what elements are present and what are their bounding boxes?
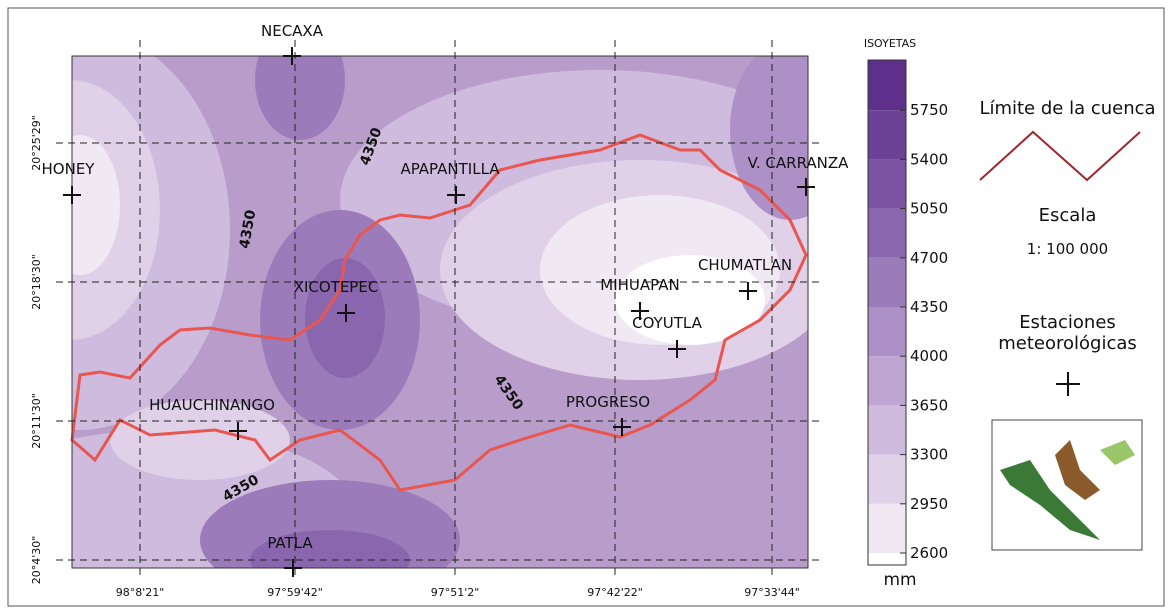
station-label: HONEY xyxy=(42,160,96,178)
station-marker xyxy=(668,340,686,358)
colorbar-label: 4700 xyxy=(910,249,948,267)
y-label: 20°11'30" xyxy=(30,393,43,449)
station-label: COYUTLA xyxy=(632,314,702,332)
colorbar-label: 5050 xyxy=(910,200,948,218)
station-label: CHUMATLAN xyxy=(698,256,792,274)
contour-label: 4350 xyxy=(237,208,260,249)
colorbar-band xyxy=(868,553,906,565)
x-label: 97°33'44" xyxy=(744,586,800,599)
station-symbol xyxy=(1056,372,1080,396)
colorbar: 5750 5400 5050 4700 4350 4000 3650 3300 2950 2600 xyxy=(867,59,948,566)
colorbar-label: 3300 xyxy=(910,446,948,464)
station-marker xyxy=(229,422,247,440)
x-label: 97°51'2" xyxy=(431,586,480,599)
station-label: HUAUCHINANGO xyxy=(149,396,275,414)
colorbar-label: 3650 xyxy=(910,396,948,414)
colorbar-frame xyxy=(867,59,907,566)
station-label: APAPANTILLA xyxy=(400,160,500,178)
boundary-symbol xyxy=(979,130,1141,182)
station-marker xyxy=(283,47,301,65)
station-label: V. CARRANZA xyxy=(748,154,850,172)
colorbar-band xyxy=(868,110,906,160)
station-marker xyxy=(739,282,757,300)
colorbar-band xyxy=(868,454,906,504)
inset-basin xyxy=(1055,440,1100,500)
outer-frame xyxy=(7,7,1165,607)
colorbar-label: 2600 xyxy=(910,544,948,562)
station-label: PROGRESO xyxy=(566,393,650,411)
y-label: 20°4'30" xyxy=(30,536,43,585)
station-label: NECAXA xyxy=(261,22,324,40)
colorbar-band xyxy=(868,257,906,307)
station-marker xyxy=(284,559,302,577)
x-label: 98°8'21" xyxy=(116,586,165,599)
station-marker xyxy=(797,178,815,196)
y-label: 20°18'30" xyxy=(30,254,43,310)
x-label: 97°59'42" xyxy=(267,586,323,599)
inset-mexico xyxy=(1000,460,1100,540)
scale-value: 1: 100 000 xyxy=(1026,240,1109,258)
isohyet-surface xyxy=(72,56,808,568)
station-marker xyxy=(631,302,649,320)
colorbar-label: 5400 xyxy=(910,150,948,168)
colorbar-label: 4000 xyxy=(910,347,948,365)
basin-boundary xyxy=(70,133,808,492)
scale-title: Escala xyxy=(1038,205,1097,226)
station-marker xyxy=(63,186,81,204)
colorbar-band xyxy=(868,356,906,406)
colorbar-label: 5750 xyxy=(910,101,948,119)
stations-label: Estaciones meteorológicas xyxy=(998,312,1137,354)
x-label: 97°42'22" xyxy=(587,586,643,599)
station-marker xyxy=(337,304,355,322)
colorbar-label: 2950 xyxy=(910,495,948,513)
station-label: PATLA xyxy=(267,534,313,552)
graticule: 98°8'21" 97°59'42" 97°51'2" 97°42'22" 97°33'… xyxy=(30,40,822,599)
colorbar-band xyxy=(868,307,906,357)
colorbar-band xyxy=(868,503,906,553)
inset-zoom xyxy=(1100,440,1135,465)
y-label: 20°25'29" xyxy=(30,115,43,171)
station-marker xyxy=(447,186,465,204)
map-frame xyxy=(71,55,809,569)
stations: NECAXA HONEY APAPANTILLA V. CARRANZA XICOTEP… xyxy=(42,22,850,577)
station-label: XICOTEPEC xyxy=(294,278,379,296)
colorbar-band xyxy=(868,60,906,111)
colorbar-band xyxy=(868,159,906,209)
legend-title: ISOYETAS xyxy=(864,37,916,50)
station-label: MIHUAPAN xyxy=(600,276,679,294)
colorbar-band xyxy=(868,208,906,258)
station-marker xyxy=(613,418,631,436)
boundary-label: Límite de la cuenca xyxy=(979,98,1156,119)
colorbar-band xyxy=(868,405,906,455)
legend-unit: mm xyxy=(883,570,916,590)
colorbar-label: 4350 xyxy=(910,298,948,316)
